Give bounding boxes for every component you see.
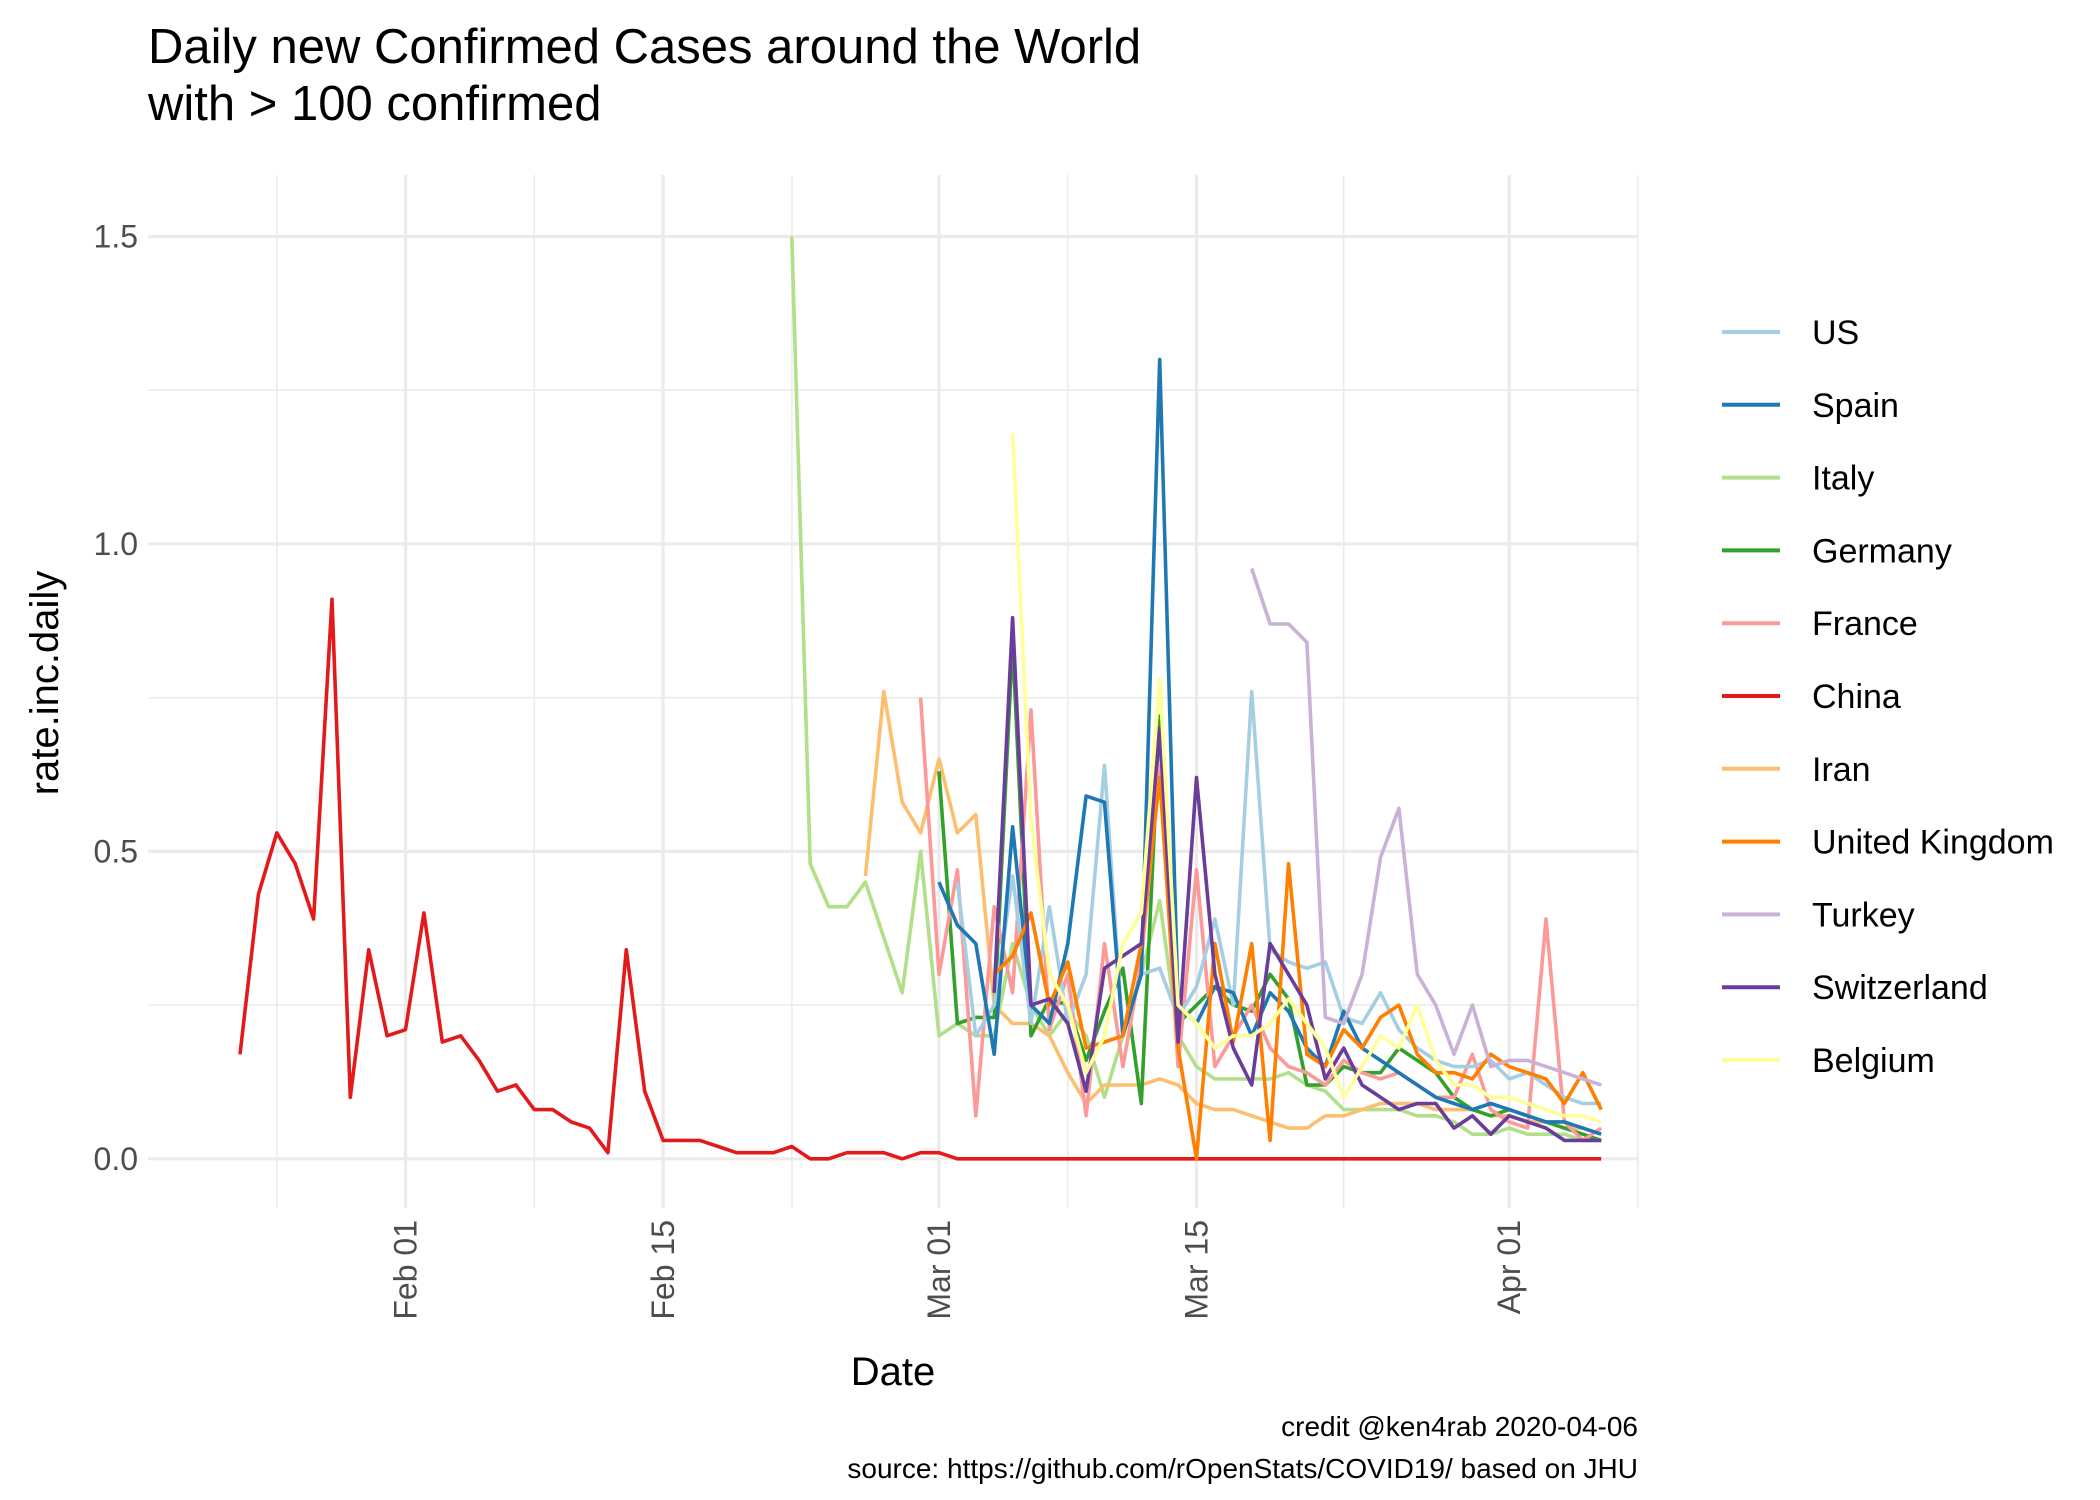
y-tick-label-3: 1.5 [94,218,138,254]
x-tick-label-1: Feb 15 [645,1220,681,1320]
caption-credit: credit @ken4rab 2020-04-06 [1281,1411,1638,1442]
legend-label-france: France [1812,605,1918,643]
legend-item-united-kingdom: United Kingdom [1722,824,2054,862]
grid [148,175,1639,1208]
legend-item-china: China [1722,678,1901,716]
series-line-turkey [1249,567,1602,1087]
x-tick-label-0: Feb 01 [388,1220,424,1320]
legend-item-switzerland: Switzerland [1722,969,1988,1007]
x-tick-label-3: Mar 15 [1179,1220,1215,1320]
legend-item-us: US [1722,314,1859,352]
plot-area: 0.0 0.5 1.0 1.5 Feb 01 Feb 15 Mar 01 Mar 15 Apr… [94,175,1639,1320]
legend-label-germany: Germany [1812,532,1952,570]
y-axis-label: rate.inc.daily [23,571,67,796]
series-lines [238,236,1603,1161]
series-line-switzerland [992,615,1602,1143]
x-axis-label: Date [851,1350,936,1394]
legend-label-us: US [1812,314,1859,352]
legend-item-turkey: Turkey [1722,896,1915,934]
legend-item-iran: Iran [1722,751,1871,789]
legend-label-switzerland: Switzerland [1812,969,1988,1007]
y-tick-label-1: 0.5 [94,833,138,869]
legend-label-china: China [1812,678,1901,716]
y-tick-labels: 0.0 0.5 1.0 1.5 [94,218,138,1176]
caption-source: source: https://github.com/rOpenStats/CO… [847,1453,1638,1484]
legend-label-belgium: Belgium [1812,1042,1935,1080]
y-tick-label-0: 0.0 [94,1141,138,1177]
legend: US Spain Italy Germany France China Iran United… [1722,314,2054,1080]
legend-item-germany: Germany [1722,532,1952,570]
series-line-spain [937,357,1602,1136]
series-line-china [238,597,1602,1161]
legend-item-france: France [1722,605,1918,643]
legend-item-spain: Spain [1722,387,1899,425]
legend-label-spain: Spain [1812,387,1899,425]
legend-label-iran: Iran [1812,751,1871,789]
chart-title-line-2: with > 100 confirmed [147,77,602,131]
legend-label-turkey: Turkey [1812,896,1915,934]
chart-title-line-1: Daily new Confirmed Cases around the Wor… [148,20,1141,74]
y-tick-label-2: 1.0 [94,526,138,562]
series-line-united-kingdom [992,775,1603,1161]
x-tick-labels: Feb 01 Feb 15 Mar 01 Mar 15 Apr 01 [388,1220,1528,1320]
series-line-belgium [1010,433,1602,1124]
legend-label-united-kingdom: United Kingdom [1812,824,2054,862]
legend-item-italy: Italy [1722,460,1874,498]
legend-label-italy: Italy [1812,460,1874,498]
legend-item-belgium: Belgium [1722,1042,1935,1080]
series-line-italy [790,236,1602,1143]
x-tick-label-4: Apr 01 [1491,1220,1527,1314]
x-tick-label-2: Mar 01 [921,1220,957,1320]
